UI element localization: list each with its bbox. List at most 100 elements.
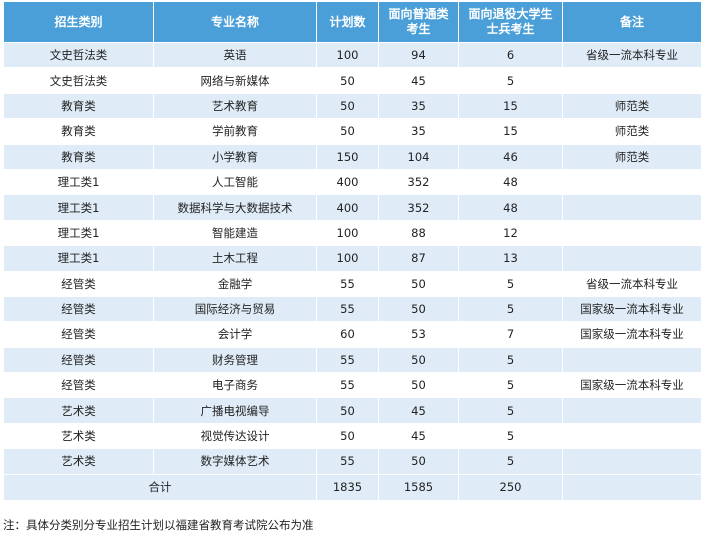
total-plan: 1835: [316, 473, 379, 501]
cell-general: 50: [378, 346, 459, 374]
cell-note: [562, 168, 702, 196]
cell-veteran: 13: [458, 245, 563, 272]
table-row: 艺术类 视觉传达设计 50 45 5: [3, 422, 702, 450]
cell-major: 数字媒体艺术: [153, 448, 317, 475]
cell-plan-count: 55: [316, 295, 379, 323]
table-row: 经管类 金融学 55 50 5 省级一流本科专业: [3, 270, 702, 297]
cell-major: 学前教育: [153, 118, 317, 145]
cell-general: 94: [378, 41, 459, 69]
cell-note: 国家级一流本科专业: [562, 321, 702, 348]
header-veteran-students: 面向退役大学生 士兵考生: [458, 1, 563, 43]
cell-veteran: 5: [458, 372, 563, 399]
table-row: 理工类1 人工智能 400 352 48: [3, 168, 702, 196]
cell-note: [562, 448, 702, 475]
cell-veteran: 15: [458, 92, 563, 120]
cell-general: 352: [378, 168, 459, 196]
cell-category: 艺术类: [3, 422, 154, 450]
cell-note: 省级一流本科专业: [562, 270, 702, 297]
cell-plan-count: 400: [316, 194, 379, 221]
cell-major: 金融学: [153, 270, 317, 297]
cell-major: 财务管理: [153, 346, 317, 374]
cell-category: 经管类: [3, 321, 154, 348]
table-row: 经管类 会计学 60 53 7 国家级一流本科专业: [3, 321, 702, 348]
cell-major: 英语: [153, 41, 317, 69]
table-row: 文史哲法类 网络与新媒体 50 45 5: [3, 67, 702, 94]
cell-note: [562, 219, 702, 247]
cell-major: 网络与新媒体: [153, 67, 317, 94]
cell-general: 50: [378, 270, 459, 297]
cell-general: 45: [378, 422, 459, 450]
cell-general: 45: [378, 397, 459, 424]
header-category: 招生类别: [3, 1, 154, 43]
cell-veteran: 5: [458, 346, 563, 374]
cell-general: 104: [378, 143, 459, 170]
cell-plan-count: 50: [316, 422, 379, 450]
cell-category: 理工类1: [3, 245, 154, 272]
cell-veteran: 48: [458, 194, 563, 221]
cell-plan-count: 55: [316, 372, 379, 399]
cell-plan-count: 50: [316, 118, 379, 145]
cell-veteran: 5: [458, 422, 563, 450]
table-row: 经管类 国际经济与贸易 55 50 5 国家级一流本科专业: [3, 295, 702, 323]
enrollment-plan-table: 招生类别 专业名称 计划数 面向普通类 考生 面向退役大学生 士兵考生 备注 文…: [3, 1, 702, 501]
cell-major: 电子商务: [153, 372, 317, 399]
total-veteran: 250: [458, 473, 563, 501]
cell-plan-count: 50: [316, 67, 379, 94]
cell-major: 视觉传达设计: [153, 422, 317, 450]
total-general: 1585: [378, 473, 459, 501]
cell-category: 经管类: [3, 295, 154, 323]
cell-major: 广播电视编导: [153, 397, 317, 424]
cell-plan-count: 50: [316, 92, 379, 120]
cell-plan-count: 50: [316, 397, 379, 424]
total-row: 合计 1835 1585 250: [3, 473, 702, 501]
cell-veteran: 46: [458, 143, 563, 170]
cell-plan-count: 400: [316, 168, 379, 196]
cell-general: 35: [378, 92, 459, 120]
cell-category: 理工类1: [3, 168, 154, 196]
cell-category: 教育类: [3, 118, 154, 145]
cell-general: 50: [378, 295, 459, 323]
cell-major: 小学教育: [153, 143, 317, 170]
cell-general: 53: [378, 321, 459, 348]
cell-veteran: 5: [458, 397, 563, 424]
table-row: 教育类 小学教育 150 104 46 师范类: [3, 143, 702, 170]
cell-category: 经管类: [3, 270, 154, 297]
cell-veteran: 48: [458, 168, 563, 196]
header-notes: 备注: [562, 1, 702, 43]
cell-general: 87: [378, 245, 459, 272]
cell-veteran: 5: [458, 270, 563, 297]
cell-veteran: 5: [458, 67, 563, 94]
cell-plan-count: 60: [316, 321, 379, 348]
cell-note: 国家级一流本科专业: [562, 372, 702, 399]
cell-major: 国际经济与贸易: [153, 295, 317, 323]
cell-veteran: 15: [458, 118, 563, 145]
cell-major: 人工智能: [153, 168, 317, 196]
cell-note: 师范类: [562, 143, 702, 170]
table-row: 教育类 学前教育 50 35 15 师范类: [3, 118, 702, 145]
cell-category: 理工类1: [3, 194, 154, 221]
cell-category: 教育类: [3, 92, 154, 120]
cell-veteran: 5: [458, 295, 563, 323]
table-row: 文史哲法类 英语 100 94 6 省级一流本科专业: [3, 41, 702, 69]
table-header-row: 招生类别 专业名称 计划数 面向普通类 考生 面向退役大学生 士兵考生 备注: [3, 1, 702, 43]
cell-major: 艺术教育: [153, 92, 317, 120]
cell-category: 文史哲法类: [3, 41, 154, 69]
cell-general: 88: [378, 219, 459, 247]
cell-note: [562, 422, 702, 450]
cell-note: [562, 194, 702, 221]
table-row: 艺术类 数字媒体艺术 55 50 5: [3, 448, 702, 475]
footnote: 注：具体分类别分专业招生计划以福建省教育考试院公布为准: [3, 518, 314, 532]
cell-general: 50: [378, 372, 459, 399]
cell-category: 文史哲法类: [3, 67, 154, 94]
cell-major: 会计学: [153, 321, 317, 348]
cell-note: [562, 245, 702, 272]
cell-veteran: 5: [458, 448, 563, 475]
header-major: 专业名称: [153, 1, 317, 43]
table-row: 经管类 电子商务 55 50 5 国家级一流本科专业: [3, 372, 702, 399]
cell-note: 国家级一流本科专业: [562, 295, 702, 323]
cell-general: 35: [378, 118, 459, 145]
table-row: 教育类 艺术教育 50 35 15 师范类: [3, 92, 702, 120]
table-body: 文史哲法类 英语 100 94 6 省级一流本科专业 文史哲法类 网络与新媒体 50 45 5 教育类…: [3, 41, 702, 475]
cell-category: 教育类: [3, 143, 154, 170]
cell-general: 352: [378, 194, 459, 221]
